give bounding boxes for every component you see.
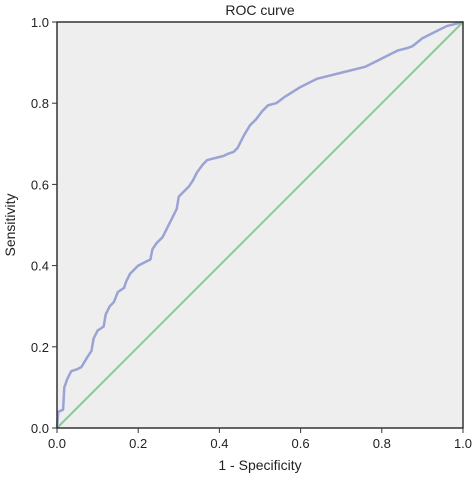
x-tick-label: 0.8 <box>373 436 391 451</box>
x-tick-label: 0.6 <box>292 436 310 451</box>
y-tick-label: 0.0 <box>31 421 49 436</box>
x-tick-label: 0.2 <box>129 436 147 451</box>
x-tick-label: 1.0 <box>454 436 472 451</box>
roc-curve-line <box>55 20 464 429</box>
y-tick-label: 0.6 <box>31 177 49 192</box>
plot-frame <box>56 21 464 429</box>
x-tick-label: 0.4 <box>210 436 228 451</box>
y-axis-title: Sensitivity <box>2 193 18 256</box>
y-tick-label: 0.2 <box>31 340 49 355</box>
axis-ticks: 0.0 0.2 0.4 0.6 0.8 1.0 0.0 0.2 0.4 0.6 0.8 1.0 <box>31 15 472 451</box>
reference-line <box>56 21 464 429</box>
y-tick-label: 0.8 <box>31 96 49 111</box>
x-axis-title: 1 - Specificity <box>218 457 301 473</box>
y-tick-label: 1.0 <box>31 15 49 30</box>
x-tick-label: 0.0 <box>48 436 66 451</box>
y-tick-label: 0.4 <box>31 259 49 274</box>
chart-marks <box>55 20 464 429</box>
chart-title: ROC curve <box>225 2 294 18</box>
